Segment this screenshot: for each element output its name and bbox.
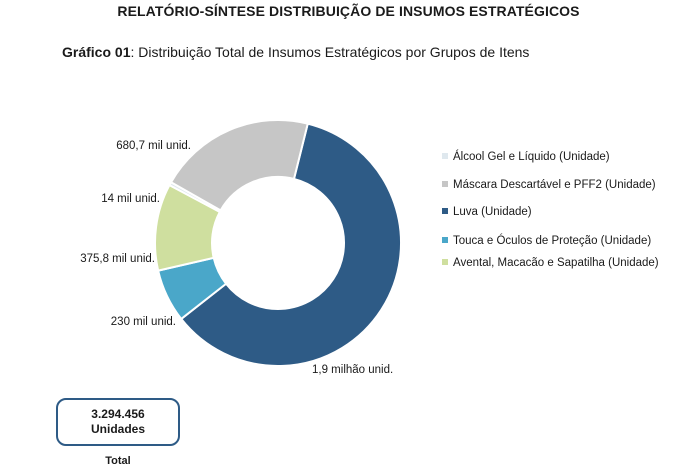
data-label-mascara: 680,7 mil unid. (116, 140, 191, 152)
legend-label-touca: Touca e Óculos de Proteção (Unidade) (453, 235, 652, 247)
legend-item-alcool: Álcool Gel e Líquido (Unidade) (442, 150, 682, 164)
chart-subtitle: Gráfico 01: Distribuição Total de Insumo… (62, 44, 529, 60)
legend-swatch-alcool (442, 153, 448, 159)
chart-caption: : Distribuição Total de Insumos Estratég… (130, 44, 530, 60)
total-label: Total (105, 455, 131, 467)
data-label-luva: 1,9 milhão unid. (312, 364, 393, 376)
legend-swatch-touca (442, 237, 448, 243)
donut-slices (154, 119, 402, 367)
total-unit: Unidades (90, 422, 145, 436)
report-title: RELATÓRIO-SÍNTESE DISTRIBUIÇÃO DE INSUMO… (117, 3, 580, 19)
total-value: 3.294.456 (91, 407, 145, 421)
data-label-avental: 375,8 mil unid. (80, 253, 155, 265)
slice-luva (179, 122, 402, 367)
data-label-alcool: 14 mil unid. (101, 193, 160, 205)
legend-label-alcool: Álcool Gel e Líquido (Unidade) (453, 151, 610, 163)
legend-swatch-mascara (442, 181, 448, 187)
legend-label-avental: Avental, Macacão e Sapatilha (Unidade) (453, 257, 659, 269)
data-label-touca: 230 mil unid. (111, 316, 176, 328)
legend-item-touca: Touca e Óculos de Proteção (Unidade) (442, 234, 682, 248)
legend-item-avental: Avental, Macacão e Sapatilha (Unidade) (442, 256, 682, 270)
legend-item-mascara: Máscara Descartável e PFF2 (Unidade) (442, 178, 682, 192)
legend-swatch-luva (442, 208, 448, 214)
chart-number: Gráfico 01 (62, 44, 131, 60)
legend-label-mascara: Máscara Descartável e PFF2 (Unidade) (453, 179, 656, 191)
data-labels: 14 mil unid. 680,7 mil unid. 1,9 milhão un… (80, 140, 393, 376)
legend: Álcool Gel e Líquido (Unidade) Máscara D… (442, 150, 682, 270)
legend-item-luva: Luva (Unidade) (442, 205, 682, 219)
legend-swatch-avental (442, 259, 448, 265)
slice-mascara (169, 119, 309, 212)
total-box: 3.294.456 Unidades (56, 398, 180, 446)
legend-label-luva: Luva (Unidade) (453, 206, 532, 218)
